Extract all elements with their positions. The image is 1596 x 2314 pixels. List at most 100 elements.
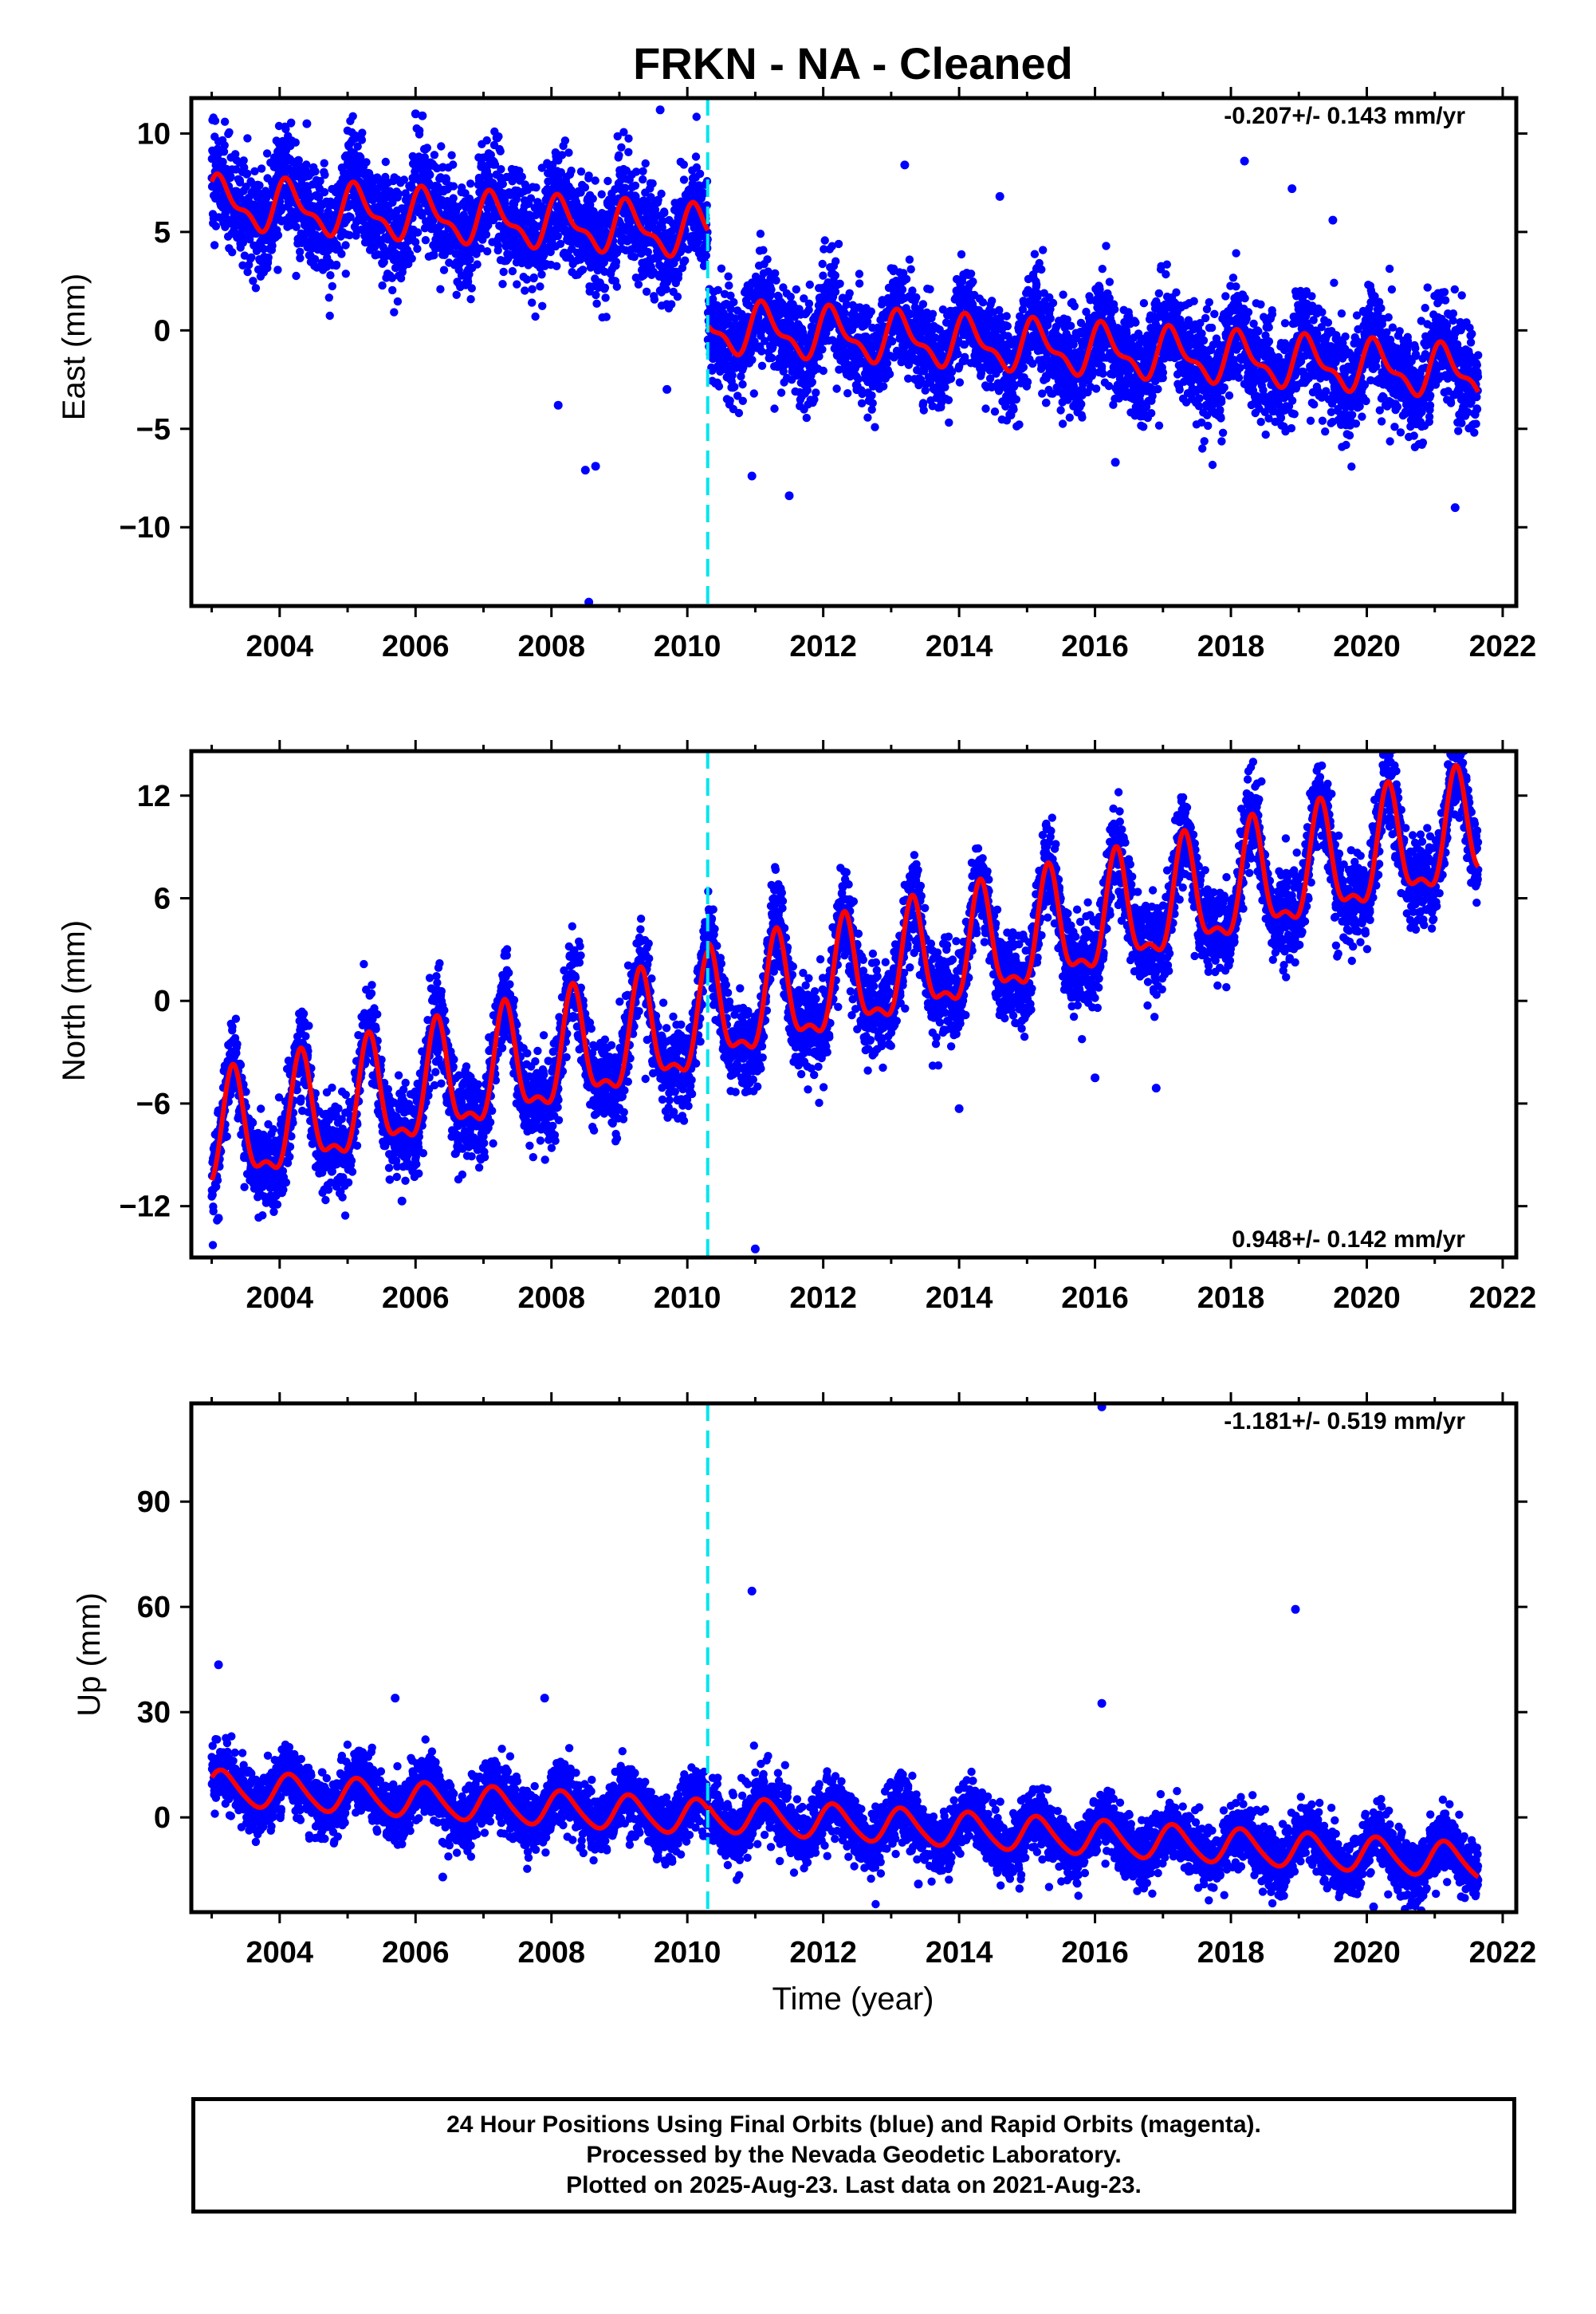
observation-point	[888, 337, 897, 346]
observation-point	[231, 165, 241, 174]
observation-point	[211, 222, 221, 230]
observation-point	[805, 280, 814, 289]
observation-point	[482, 136, 491, 145]
observation-point	[407, 254, 416, 263]
observation-point	[624, 134, 633, 143]
observation-point	[387, 274, 397, 282]
observation-point	[439, 266, 449, 274]
observation-point	[832, 384, 841, 393]
observation-point	[332, 260, 341, 270]
observation-point	[835, 279, 844, 288]
observation-point	[498, 179, 507, 188]
observation-point	[717, 264, 726, 273]
observation-point	[1023, 377, 1032, 387]
observation-point	[734, 408, 744, 418]
observation-point	[831, 257, 840, 266]
observation-point	[222, 207, 230, 216]
observation-point	[802, 413, 811, 423]
observation-point	[944, 396, 953, 404]
observation-point	[728, 371, 737, 380]
observation-point	[556, 239, 565, 248]
observation-point	[235, 178, 245, 187]
observation-point	[1098, 265, 1107, 274]
observation-point	[513, 280, 521, 289]
observation-point	[390, 308, 399, 317]
observation-point	[662, 285, 670, 293]
observation-point	[411, 238, 420, 246]
observation-point	[497, 165, 505, 174]
observation-point	[326, 271, 335, 280]
observation-point	[792, 285, 800, 294]
observation-point	[296, 247, 305, 256]
observation-point	[447, 151, 456, 159]
observation-point	[465, 270, 474, 279]
observation-point	[341, 270, 350, 278]
observation-point	[294, 155, 303, 165]
observation-point	[757, 347, 766, 356]
observation-point	[346, 213, 355, 222]
observation-point	[681, 256, 690, 265]
observation-point	[990, 407, 1000, 416]
observation-point	[420, 153, 429, 162]
observation-point	[452, 290, 461, 299]
observation-point	[496, 147, 505, 155]
observation-point	[759, 246, 768, 254]
observation-point	[772, 276, 780, 285]
observation-point	[381, 157, 390, 167]
observation-point	[945, 418, 953, 427]
observation-point	[597, 190, 606, 199]
observation-point	[1042, 398, 1051, 407]
observation-point	[695, 169, 705, 179]
observation-point	[1032, 280, 1041, 289]
observation-point	[617, 143, 626, 152]
observation-point	[210, 241, 219, 250]
observation-point	[561, 225, 570, 234]
observation-point	[639, 167, 647, 175]
observation-point	[302, 160, 311, 169]
observation-point	[413, 244, 422, 254]
observation-point	[508, 177, 517, 186]
observation-point	[531, 211, 541, 219]
observation-point	[426, 171, 434, 179]
observation-point	[437, 142, 446, 151]
observation-point	[588, 195, 597, 203]
observation-point	[315, 192, 324, 202]
observation-points	[207, 105, 1483, 606]
observation-point	[855, 279, 864, 288]
observation-point	[1003, 321, 1012, 331]
observation-point	[291, 138, 300, 147]
observation-point	[902, 274, 911, 284]
observation-point	[388, 285, 397, 295]
observation-point	[325, 311, 334, 321]
observation-point	[259, 245, 268, 254]
observation-point	[1056, 406, 1065, 415]
observation-point	[538, 301, 547, 310]
observation-point	[355, 209, 364, 218]
observation-point	[1030, 250, 1040, 258]
observation-point	[337, 250, 346, 258]
observation-point	[466, 295, 475, 304]
observation-point	[768, 353, 776, 363]
observation-point	[898, 285, 907, 294]
observation-point	[767, 285, 776, 294]
observation-point	[466, 255, 474, 264]
observation-point	[494, 132, 503, 141]
observation-point	[639, 175, 647, 184]
observation-point	[919, 406, 929, 415]
observation-point	[348, 112, 357, 120]
observation-point	[247, 253, 256, 262]
observation-point	[831, 271, 840, 280]
observation-point	[238, 261, 247, 270]
observation-point	[592, 299, 601, 308]
observation-point	[421, 236, 430, 245]
observation-point	[220, 117, 230, 126]
observation-point	[512, 195, 521, 204]
observation-point	[725, 281, 733, 290]
observation-point	[578, 266, 588, 274]
observation-point	[819, 271, 827, 280]
observation-point	[1070, 301, 1079, 311]
observation-point	[611, 258, 621, 266]
observation-point	[714, 382, 724, 391]
observation-point	[756, 230, 765, 238]
